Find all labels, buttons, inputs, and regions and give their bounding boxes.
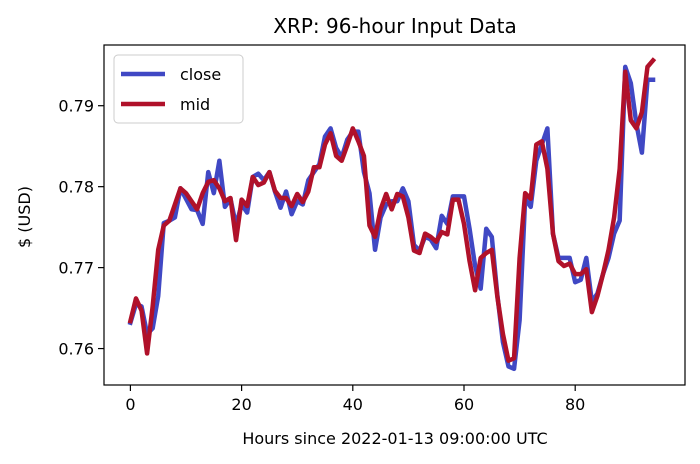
y-tick-label: 0.76 <box>58 340 94 359</box>
legend-label-mid: mid <box>180 95 210 114</box>
x-tick-label: 60 <box>454 395 474 414</box>
plot-lines <box>127 57 657 372</box>
chart-title: XRP: 96-hour Input Data <box>273 14 517 38</box>
x-tick-label: 80 <box>565 395 585 414</box>
x-axis-label: Hours since 2022-01-13 09:00:00 UTC <box>242 429 547 448</box>
x-tick-label: 20 <box>231 395 251 414</box>
legend-label-close: close <box>180 65 221 84</box>
plot-frame <box>103 44 686 386</box>
x-tick-label: 40 <box>343 395 363 414</box>
y-tick-label: 0.77 <box>58 259 94 278</box>
x-axis: 0 20 40 60 80 <box>125 385 585 414</box>
y-tick-label: 0.79 <box>58 97 94 116</box>
x-tick-label: 0 <box>125 395 135 414</box>
series-line-mid <box>127 57 657 363</box>
y-axis: 0.76 0.77 0.78 0.79 <box>58 97 104 359</box>
legend: close mid <box>113 54 244 124</box>
series-line-close <box>127 64 656 372</box>
y-axis-label: $ (USD) <box>15 186 34 248</box>
y-tick-label: 0.78 <box>58 178 94 197</box>
legend-box <box>113 54 244 124</box>
